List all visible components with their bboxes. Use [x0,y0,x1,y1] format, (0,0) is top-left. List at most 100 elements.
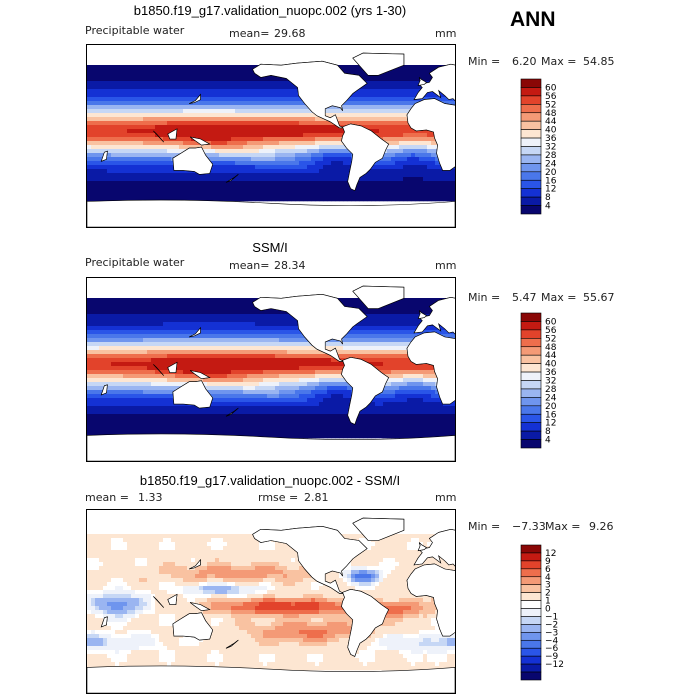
data-cell [223,145,228,150]
data-cell [419,153,424,158]
data-cell [243,81,248,86]
data-cell [279,145,284,150]
data-cell [207,362,212,367]
data-cell [359,113,364,118]
data-cell [403,145,408,150]
data-cell [219,374,224,379]
data-cell [399,193,404,198]
data-cell [135,145,140,150]
data-cell [95,113,100,118]
data-cell [403,129,408,134]
data-cell [383,350,388,355]
data-cell [151,302,156,307]
data-cell [167,85,172,90]
data-cell [371,97,376,102]
data-cell [243,362,248,367]
data-cell [255,173,260,178]
data-cell [395,370,400,375]
data-cell [247,69,252,74]
data-cell [387,109,392,114]
data-cell [367,85,372,90]
data-cell [283,370,288,375]
data-cell [395,310,400,315]
data-cell [339,177,344,182]
data-cell [91,298,96,303]
data-cell [247,97,252,102]
data-cell [119,362,124,367]
data-cell [103,65,108,70]
data-cell [199,65,204,70]
data-cell [287,350,292,355]
data-cell [179,358,184,363]
data-cell [399,161,404,166]
data-cell [231,326,236,331]
data-cell [91,181,96,186]
data-cell [387,326,392,331]
data-cell [427,298,432,303]
data-cell [227,298,232,303]
data-cell [375,125,380,130]
data-cell [335,157,340,162]
data-cell [279,85,284,90]
data-cell [207,97,212,102]
data-cell [287,197,292,202]
data-cell [263,145,268,150]
data-cell [167,193,172,198]
data-cell [243,306,248,311]
data-cell [391,173,396,178]
data-cell [339,169,344,174]
data-cell [403,330,408,335]
data-cell [207,141,212,146]
data-cell [187,314,192,319]
data-cell [199,318,204,323]
data-cell [123,73,128,78]
data-cell [419,73,424,78]
data-cell [119,129,124,134]
data-cell [387,137,392,142]
data-cell [279,350,284,355]
data-cell [387,358,392,363]
data-cell [203,298,208,303]
data-cell [375,121,380,126]
data-cell [339,181,344,186]
data-cell [115,318,120,323]
data-cell [295,358,300,363]
data-cell [171,165,176,170]
data-cell [171,117,176,122]
data-cell [439,93,444,98]
data-cell [215,169,220,174]
data-cell [227,318,232,323]
data-cell [123,129,128,134]
data-cell [91,69,96,74]
colorbar-tick-label: 60 [545,83,557,93]
data-cell [171,358,176,363]
data-cell [159,113,164,118]
data-cell [131,105,136,110]
data-cell [391,193,396,198]
data-cell [403,338,408,343]
data-cell [327,169,332,174]
data-cell [219,165,224,170]
data-cell [435,65,440,70]
data-cell [343,354,348,359]
data-cell [159,153,164,158]
data-cell [111,314,116,319]
data-cell [179,65,184,70]
data-cell [119,358,124,363]
data-cell [135,97,140,102]
data-cell [403,302,408,307]
data-cell [175,89,180,94]
data-cell [307,197,312,202]
data-cell [187,69,192,74]
data-cell [411,161,416,166]
data-cell [119,161,124,166]
data-cell [387,93,392,98]
data-cell [223,97,228,102]
data-cell [255,97,260,102]
data-cell [179,177,184,182]
data-cell [299,105,304,110]
data-cell [139,310,144,315]
data-cell [155,97,160,102]
data-cell [167,81,172,86]
data-cell [103,165,108,170]
